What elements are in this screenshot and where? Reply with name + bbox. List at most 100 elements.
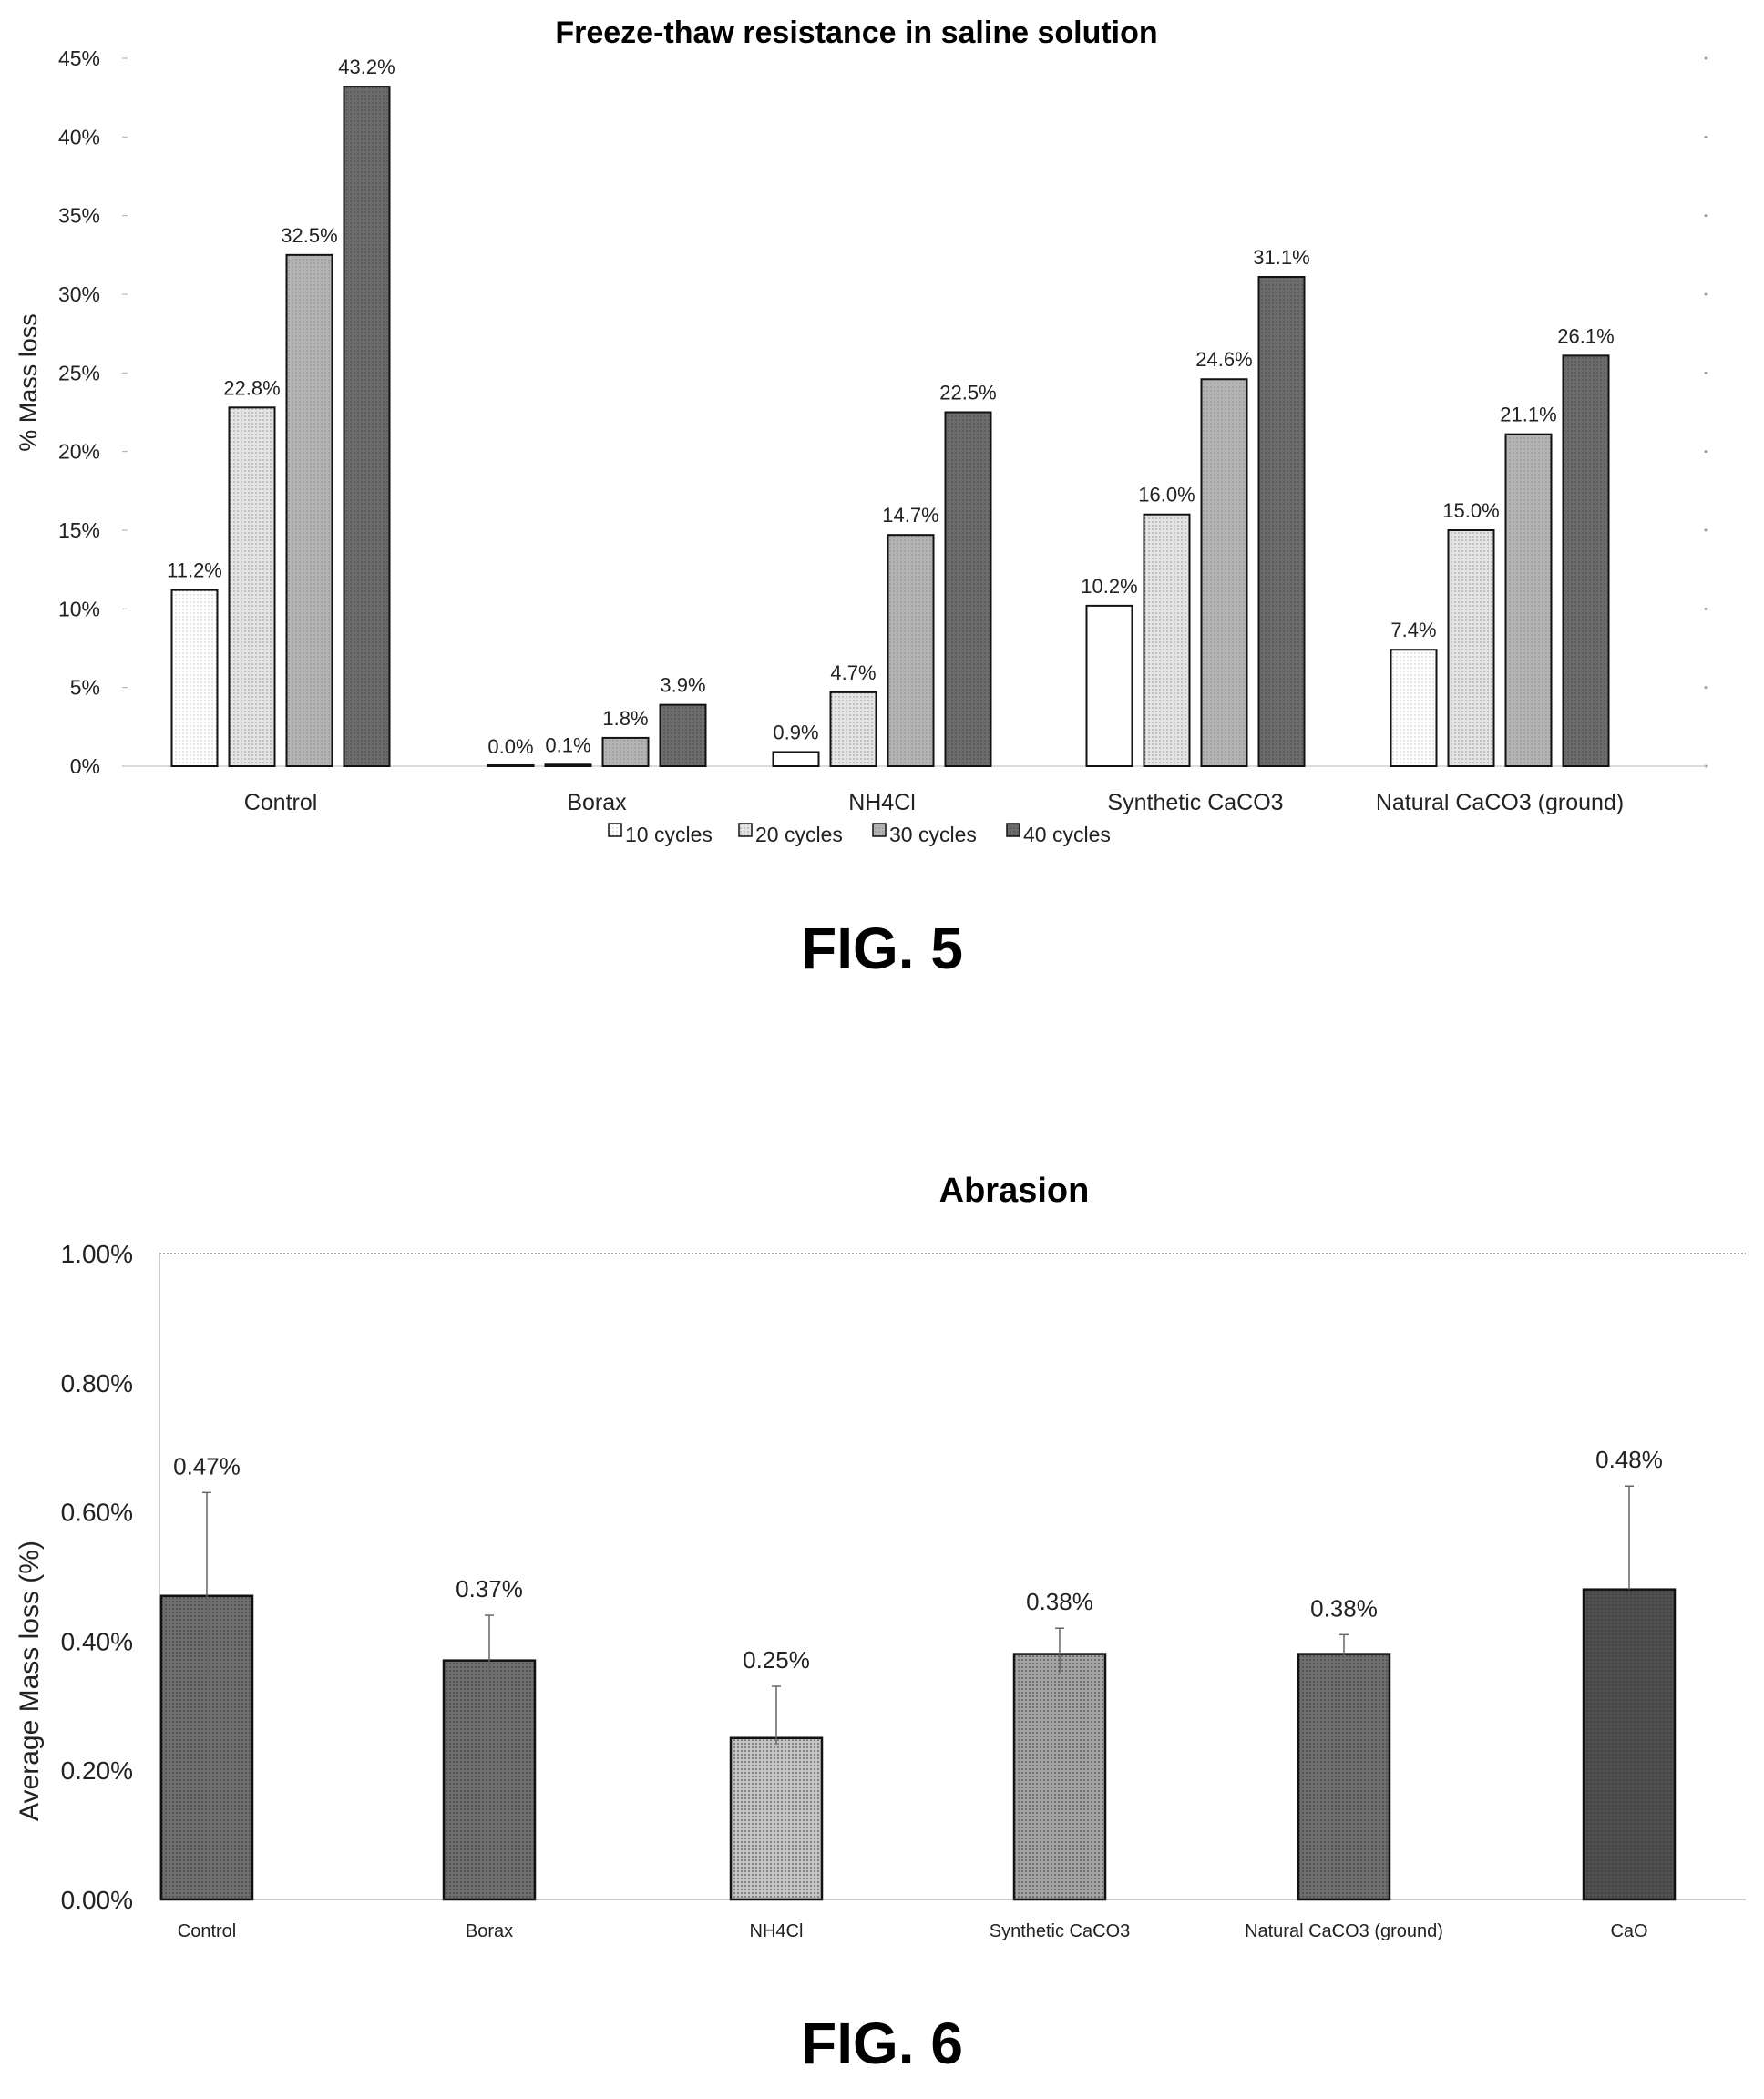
bar-30-cycles: [601, 736, 650, 767]
bar-20-cycles: [1447, 529, 1495, 767]
bar-40-cycles: [659, 703, 707, 767]
bar-20-cycles: [544, 763, 592, 767]
data-label: 22.5%: [939, 382, 996, 404]
figure-label: FIG. 5: [801, 916, 963, 981]
bar-10-cycles: [1085, 604, 1133, 767]
bar: [1582, 1588, 1677, 1901]
data-label: 4.7%: [830, 661, 876, 684]
legend-swatch: [738, 823, 753, 837]
legend-label: 40 cycles: [1023, 823, 1111, 846]
bar-30-cycles: [285, 253, 333, 768]
right-axis-dot: [1704, 214, 1708, 218]
bar: [729, 1736, 824, 1901]
legend: 10 cycles 20 cycles 30 cycles 40 cycles: [608, 823, 1111, 846]
bar: [1012, 1653, 1107, 1901]
category-labels: Control Borax NH4Cl Synthetic CaCO3 Natural …: [244, 790, 1624, 815]
y-tick-label: 45%: [58, 46, 100, 70]
right-axis-dot: [1704, 56, 1708, 60]
category-label: Borax: [466, 1921, 513, 1941]
data-label: 0.48%: [1595, 1446, 1663, 1473]
bar-20-cycles: [829, 691, 877, 768]
y-tick-label: 20%: [58, 440, 100, 464]
data-label: 1.8%: [602, 707, 648, 730]
data-label: 3.9%: [660, 674, 705, 697]
data-label: 0.9%: [773, 721, 818, 743]
category-label: Natural CaCO3 (ground): [1376, 790, 1624, 815]
data-label: 11.2%: [167, 559, 222, 582]
legend-swatch: [1006, 823, 1020, 837]
legend-label: 30 cycles: [889, 823, 977, 846]
right-axis-dot: [1704, 528, 1708, 532]
chart-title: Abrasion: [939, 1172, 1090, 1210]
right-axis-dot: [1704, 135, 1708, 138]
data-label: 0.38%: [1026, 1588, 1093, 1615]
bar: [442, 1659, 537, 1901]
data-label: 0.37%: [456, 1575, 523, 1602]
right-axis-dot: [1704, 607, 1708, 610]
data-label: 0.0%: [487, 735, 533, 758]
bar-10-cycles: [1390, 649, 1438, 768]
data-label: 24.6%: [1195, 348, 1252, 371]
y-tick-label: 0.40%: [61, 1627, 133, 1655]
chart-title: Freeze-thaw resistance in saline solutio…: [555, 15, 1157, 50]
data-label: 0.38%: [1310, 1594, 1378, 1622]
y-tick-label: 35%: [58, 204, 100, 228]
data-label: 31.1%: [1253, 246, 1309, 269]
data-label: 16.0%: [1138, 484, 1195, 507]
category-label: NH4Cl: [750, 1921, 804, 1941]
y-axis-label: Average Mass loss (%): [15, 1541, 45, 1821]
legend-swatch: [872, 823, 887, 837]
right-axis-dot: [1704, 371, 1708, 374]
y-axis-label: % Mass loss: [15, 313, 42, 452]
data-label: 43.2%: [338, 56, 395, 78]
bar-group: 0.47% 0.37% 0.25% 0.38% 0.38% 0.48%: [159, 1446, 1677, 1901]
category-label: Borax: [567, 790, 627, 815]
bar-40-cycles: [1562, 354, 1610, 767]
bar-10-cycles: [487, 764, 535, 767]
data-label: 32.5%: [281, 224, 337, 247]
bar-10-cycles: [772, 751, 820, 768]
bar-40-cycles: [343, 86, 391, 767]
right-axis-dot: [1704, 686, 1708, 690]
data-label: 0.47%: [173, 1452, 241, 1480]
data-label: 10.2%: [1081, 575, 1137, 598]
y-tick-label: 10%: [58, 597, 100, 620]
bar: [1297, 1653, 1391, 1901]
bar-40-cycles: [944, 411, 992, 767]
abrasion-chart: Abrasion Average Mass loss (%) 0.00% 0.20…: [15, 1172, 1746, 2076]
right-axis-dots: [1704, 56, 1708, 768]
figure-label: FIG. 6: [801, 2011, 963, 2076]
y-tick-label: 0%: [70, 754, 100, 778]
right-axis-dot: [1704, 292, 1708, 296]
legend-label: 20 cycles: [755, 823, 843, 846]
bar-20-cycles: [1143, 513, 1191, 767]
category-label: CaO: [1610, 1921, 1647, 1941]
legend-label: 10 cycles: [625, 823, 713, 846]
y-tick-label: 40%: [58, 125, 100, 148]
y-tick-label: 0.00%: [61, 1886, 133, 1914]
category-labels: Control Borax NH4Cl Synthetic CaCO3 Natural …: [178, 1921, 1648, 1941]
data-label: 21.1%: [1500, 404, 1556, 426]
data-label: 14.7%: [882, 504, 938, 527]
data-label: 7.4%: [1390, 619, 1436, 641]
y-tick-label: 30%: [58, 282, 100, 306]
y-tick-labels: 0.00% 0.20% 0.40% 0.60% 0.80% 1.00%: [61, 1240, 133, 1914]
right-axis-dot: [1704, 450, 1708, 454]
bar-30-cycles: [887, 534, 935, 767]
category-label: NH4Cl: [848, 790, 916, 815]
freeze-thaw-chart: Freeze-thaw resistance in saline solutio…: [15, 15, 1708, 981]
bar-30-cycles: [1504, 433, 1553, 767]
data-label: 15.0%: [1442, 499, 1499, 522]
data-label: 26.1%: [1557, 324, 1614, 347]
data-label: 22.8%: [223, 376, 280, 399]
y-tick-labels: 0% 5% 10% 15% 20% 25% 30% 35% 40% 45%: [58, 46, 128, 778]
y-tick-label: 25%: [58, 361, 100, 384]
category-label: Control: [244, 790, 318, 815]
bar-20-cycles: [228, 406, 276, 767]
y-tick-label: 5%: [70, 676, 100, 700]
bar-40-cycles: [1257, 276, 1306, 767]
data-label: 0.1%: [545, 733, 590, 756]
category-label: Control: [178, 1921, 236, 1941]
bar-30-cycles: [1200, 378, 1248, 767]
y-tick-label: 0.20%: [61, 1756, 133, 1785]
